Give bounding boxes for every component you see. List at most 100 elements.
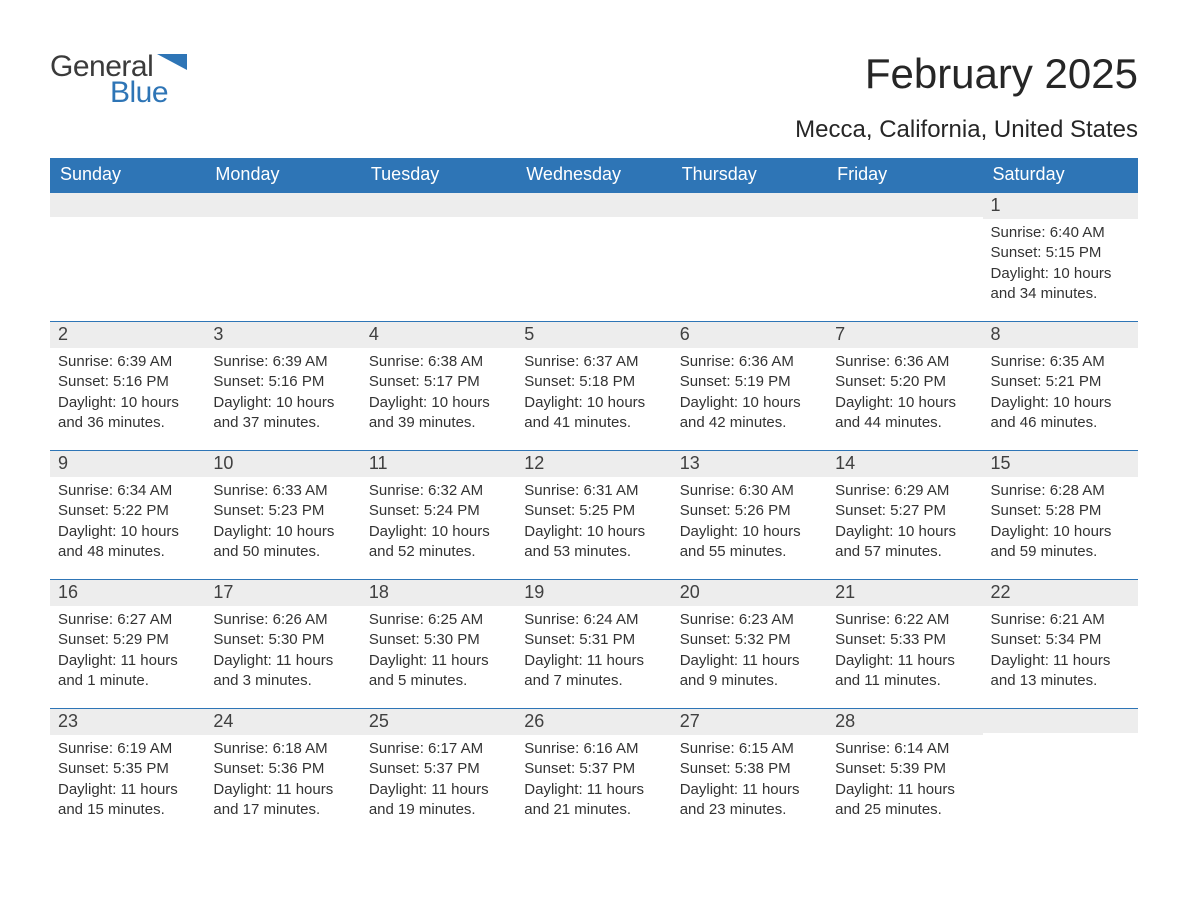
day-cell: 3Sunrise: 6:39 AMSunset: 5:16 PMDaylight… xyxy=(205,322,360,450)
day-number: 10 xyxy=(205,451,360,477)
day-cell: 25Sunrise: 6:17 AMSunset: 5:37 PMDayligh… xyxy=(361,709,516,837)
day-body: Sunrise: 6:14 AMSunset: 5:39 PMDaylight:… xyxy=(827,735,982,828)
day-body: Sunrise: 6:25 AMSunset: 5:30 PMDaylight:… xyxy=(361,606,516,699)
day-sunset: Sunset: 5:37 PM xyxy=(524,759,663,779)
day-daylight: Daylight: 11 hours and 23 minutes. xyxy=(680,780,819,821)
day-number: 27 xyxy=(672,709,827,735)
day-body: Sunrise: 6:18 AMSunset: 5:36 PMDaylight:… xyxy=(205,735,360,828)
day-sunrise: Sunrise: 6:30 AM xyxy=(680,481,819,501)
day-body: Sunrise: 6:40 AMSunset: 5:15 PMDaylight:… xyxy=(983,219,1138,312)
day-body: Sunrise: 6:34 AMSunset: 5:22 PMDaylight:… xyxy=(50,477,205,570)
day-body: Sunrise: 6:31 AMSunset: 5:25 PMDaylight:… xyxy=(516,477,671,570)
day-sunset: Sunset: 5:30 PM xyxy=(213,630,352,650)
day-body: Sunrise: 6:38 AMSunset: 5:17 PMDaylight:… xyxy=(361,348,516,441)
day-sunset: Sunset: 5:18 PM xyxy=(524,372,663,392)
calendar: SundayMondayTuesdayWednesdayThursdayFrid… xyxy=(50,158,1138,837)
day-cell-empty xyxy=(516,193,671,321)
day-body: Sunrise: 6:24 AMSunset: 5:31 PMDaylight:… xyxy=(516,606,671,699)
day-number: 12 xyxy=(516,451,671,477)
day-number xyxy=(361,193,516,217)
day-daylight: Daylight: 10 hours and 48 minutes. xyxy=(58,522,197,563)
week-row: 9Sunrise: 6:34 AMSunset: 5:22 PMDaylight… xyxy=(50,450,1138,579)
day-cell-empty xyxy=(361,193,516,321)
day-number xyxy=(983,709,1138,733)
day-daylight: Daylight: 11 hours and 7 minutes. xyxy=(524,651,663,692)
day-body: Sunrise: 6:28 AMSunset: 5:28 PMDaylight:… xyxy=(983,477,1138,570)
weekday-header: Friday xyxy=(827,158,982,193)
day-daylight: Daylight: 10 hours and 59 minutes. xyxy=(991,522,1130,563)
day-daylight: Daylight: 10 hours and 57 minutes. xyxy=(835,522,974,563)
day-body: Sunrise: 6:33 AMSunset: 5:23 PMDaylight:… xyxy=(205,477,360,570)
day-cell: 4Sunrise: 6:38 AMSunset: 5:17 PMDaylight… xyxy=(361,322,516,450)
day-cell: 22Sunrise: 6:21 AMSunset: 5:34 PMDayligh… xyxy=(983,580,1138,708)
day-sunset: Sunset: 5:28 PM xyxy=(991,501,1130,521)
day-cell: 9Sunrise: 6:34 AMSunset: 5:22 PMDaylight… xyxy=(50,451,205,579)
day-sunset: Sunset: 5:36 PM xyxy=(213,759,352,779)
day-cell: 28Sunrise: 6:14 AMSunset: 5:39 PMDayligh… xyxy=(827,709,982,837)
day-daylight: Daylight: 10 hours and 36 minutes. xyxy=(58,393,197,434)
day-body: Sunrise: 6:36 AMSunset: 5:19 PMDaylight:… xyxy=(672,348,827,441)
day-body: Sunrise: 6:39 AMSunset: 5:16 PMDaylight:… xyxy=(50,348,205,441)
day-cell: 17Sunrise: 6:26 AMSunset: 5:30 PMDayligh… xyxy=(205,580,360,708)
day-sunset: Sunset: 5:16 PM xyxy=(213,372,352,392)
day-number: 8 xyxy=(983,322,1138,348)
day-cell: 12Sunrise: 6:31 AMSunset: 5:25 PMDayligh… xyxy=(516,451,671,579)
day-cell: 10Sunrise: 6:33 AMSunset: 5:23 PMDayligh… xyxy=(205,451,360,579)
day-cell: 26Sunrise: 6:16 AMSunset: 5:37 PMDayligh… xyxy=(516,709,671,837)
day-body: Sunrise: 6:32 AMSunset: 5:24 PMDaylight:… xyxy=(361,477,516,570)
day-sunset: Sunset: 5:20 PM xyxy=(835,372,974,392)
day-daylight: Daylight: 10 hours and 44 minutes. xyxy=(835,393,974,434)
day-sunset: Sunset: 5:27 PM xyxy=(835,501,974,521)
day-sunrise: Sunrise: 6:28 AM xyxy=(991,481,1130,501)
day-cell: 6Sunrise: 6:36 AMSunset: 5:19 PMDaylight… xyxy=(672,322,827,450)
day-cell: 24Sunrise: 6:18 AMSunset: 5:36 PMDayligh… xyxy=(205,709,360,837)
day-sunrise: Sunrise: 6:39 AM xyxy=(58,352,197,372)
day-daylight: Daylight: 11 hours and 25 minutes. xyxy=(835,780,974,821)
day-cell: 20Sunrise: 6:23 AMSunset: 5:32 PMDayligh… xyxy=(672,580,827,708)
day-daylight: Daylight: 10 hours and 37 minutes. xyxy=(213,393,352,434)
day-sunrise: Sunrise: 6:36 AM xyxy=(835,352,974,372)
day-body: Sunrise: 6:36 AMSunset: 5:20 PMDaylight:… xyxy=(827,348,982,441)
day-cell-empty xyxy=(672,193,827,321)
day-body: Sunrise: 6:15 AMSunset: 5:38 PMDaylight:… xyxy=(672,735,827,828)
day-sunrise: Sunrise: 6:16 AM xyxy=(524,739,663,759)
day-body: Sunrise: 6:16 AMSunset: 5:37 PMDaylight:… xyxy=(516,735,671,828)
day-sunset: Sunset: 5:24 PM xyxy=(369,501,508,521)
day-cell: 13Sunrise: 6:30 AMSunset: 5:26 PMDayligh… xyxy=(672,451,827,579)
day-daylight: Daylight: 11 hours and 15 minutes. xyxy=(58,780,197,821)
day-sunrise: Sunrise: 6:29 AM xyxy=(835,481,974,501)
day-number: 26 xyxy=(516,709,671,735)
day-body: Sunrise: 6:17 AMSunset: 5:37 PMDaylight:… xyxy=(361,735,516,828)
day-daylight: Daylight: 11 hours and 11 minutes. xyxy=(835,651,974,692)
location: Mecca, California, United States xyxy=(795,116,1138,144)
day-daylight: Daylight: 10 hours and 34 minutes. xyxy=(991,264,1130,305)
header: General Blue February 2025 Mecca, Califo… xyxy=(50,50,1138,144)
day-sunrise: Sunrise: 6:37 AM xyxy=(524,352,663,372)
day-cell: 5Sunrise: 6:37 AMSunset: 5:18 PMDaylight… xyxy=(516,322,671,450)
weekday-header: Monday xyxy=(205,158,360,193)
day-sunset: Sunset: 5:34 PM xyxy=(991,630,1130,650)
day-sunrise: Sunrise: 6:34 AM xyxy=(58,481,197,501)
day-number: 11 xyxy=(361,451,516,477)
day-number: 16 xyxy=(50,580,205,606)
day-sunrise: Sunrise: 6:17 AM xyxy=(369,739,508,759)
day-sunrise: Sunrise: 6:19 AM xyxy=(58,739,197,759)
weekday-header: Wednesday xyxy=(516,158,671,193)
day-sunset: Sunset: 5:29 PM xyxy=(58,630,197,650)
day-cell: 23Sunrise: 6:19 AMSunset: 5:35 PMDayligh… xyxy=(50,709,205,837)
day-number xyxy=(205,193,360,217)
day-sunrise: Sunrise: 6:35 AM xyxy=(991,352,1130,372)
day-sunrise: Sunrise: 6:24 AM xyxy=(524,610,663,630)
day-sunset: Sunset: 5:30 PM xyxy=(369,630,508,650)
day-number: 4 xyxy=(361,322,516,348)
day-daylight: Daylight: 10 hours and 50 minutes. xyxy=(213,522,352,563)
day-number xyxy=(827,193,982,217)
day-sunrise: Sunrise: 6:14 AM xyxy=(835,739,974,759)
day-sunset: Sunset: 5:31 PM xyxy=(524,630,663,650)
day-number: 9 xyxy=(50,451,205,477)
day-number: 2 xyxy=(50,322,205,348)
day-sunrise: Sunrise: 6:27 AM xyxy=(58,610,197,630)
day-number xyxy=(672,193,827,217)
day-cell: 8Sunrise: 6:35 AMSunset: 5:21 PMDaylight… xyxy=(983,322,1138,450)
weekday-header: Thursday xyxy=(672,158,827,193)
